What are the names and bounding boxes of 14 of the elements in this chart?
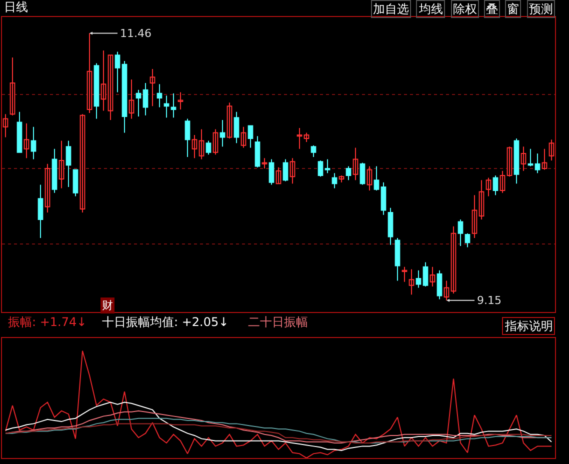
annotation: 均线 xyxy=(418,2,443,16)
chart-title: 日线 xyxy=(4,0,28,14)
annotation: 预测 xyxy=(529,2,553,16)
text: 指标说明 xyxy=(504,319,553,333)
annotation: 11.46 xyxy=(120,27,152,40)
annotation: 9.15 xyxy=(477,294,502,307)
annotation: 加自选 xyxy=(373,2,409,16)
annotation: 窗 xyxy=(507,2,519,16)
annotation: 财 xyxy=(102,299,113,312)
series-label: 振幅: +1.74↓ xyxy=(8,315,87,329)
text: 二十日振幅 xyxy=(248,315,308,329)
annotation: 叠 xyxy=(486,2,498,16)
annotation: 除权 xyxy=(453,2,477,16)
text: 十日振幅均值: +2.05↓ xyxy=(102,315,229,329)
